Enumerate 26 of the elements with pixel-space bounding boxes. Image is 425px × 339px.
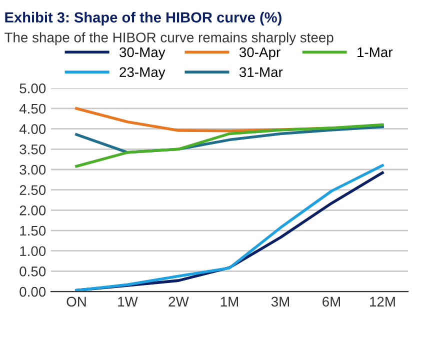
x-tick-label: 1M (220, 296, 238, 306)
x-tick-label: 1W (118, 296, 138, 306)
y-tick-label: 2.00 (20, 206, 46, 216)
y-tick-label: 2.50 (20, 185, 46, 196)
y-tick-label: 3.50 (20, 144, 46, 154)
y-tick-label: 0.50 (20, 266, 46, 276)
legend-label: 23-May (120, 67, 166, 80)
chart-title: Exhibit 3: Shape of the HIBOR curve (%) (5, 12, 282, 26)
x-tick-label: ON (66, 296, 86, 307)
y-tick-label: 3.00 (20, 164, 46, 175)
y-tick-label: 1.00 (20, 246, 46, 256)
legend-label: 1-Mar (358, 47, 393, 58)
x-tick-label: 6M (322, 296, 340, 307)
y-tick-label: 1.50 (20, 226, 46, 236)
x-tick-label: 3M (271, 296, 290, 307)
y-tick-label: 0.00 (20, 286, 46, 297)
chart-subtitle: The shape of the HIBOR curve remains sharply steep (4, 32, 334, 46)
y-tick-label: 4.00 (19, 124, 46, 134)
y-tick-label: 4.50 (19, 104, 46, 114)
x-tick-label: 2W (168, 296, 189, 306)
y-tick-label: 5.00 (20, 83, 46, 94)
line-series (75, 123, 384, 168)
legend-label: 31-Mar (239, 67, 283, 78)
x-tick-label: 12M (370, 296, 395, 306)
legend-label: 30-May (120, 47, 166, 60)
legend-label: 30-Apr (239, 47, 280, 60)
